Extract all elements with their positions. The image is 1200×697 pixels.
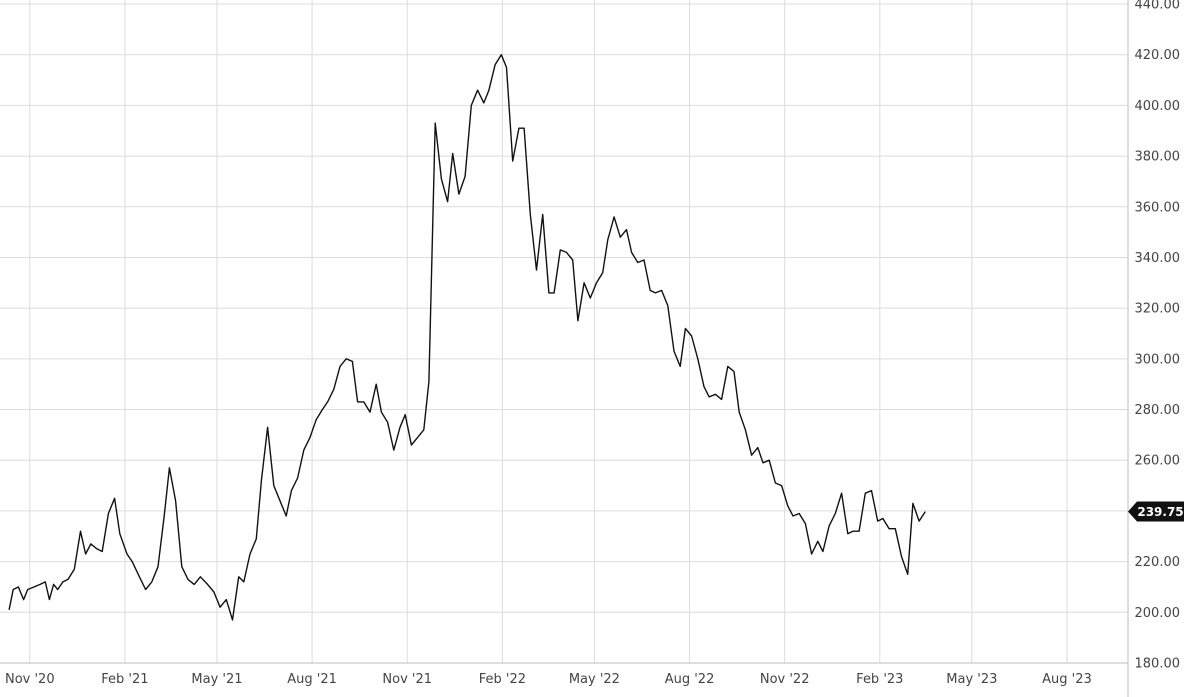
last-price-label: 239.75 [1137, 505, 1183, 519]
x-tick-label: Aug '23 [1042, 672, 1092, 687]
horizontal-gridlines [0, 3, 1128, 664]
last-price-badge-shape [1128, 501, 1184, 522]
x-tick-label: Feb '22 [479, 672, 526, 687]
y-tick-label: 180.00 [1135, 657, 1181, 672]
x-tick-label: May '21 [191, 672, 242, 687]
y-tick-label: 320.00 [1135, 302, 1181, 317]
x-tick-label: Feb '21 [101, 672, 148, 687]
y-tick-label: 380.00 [1135, 150, 1181, 165]
y-axis-tick-labels: 180.00200.00220.00240.00260.00280.00300.… [1135, 0, 1181, 672]
x-tick-label: May '23 [946, 672, 997, 687]
x-tick-label: Nov '21 [382, 672, 432, 687]
x-tick-label: Nov '22 [760, 672, 810, 687]
y-tick-label: 360.00 [1135, 200, 1181, 215]
last-price-badge: 239.75 [1128, 501, 1184, 522]
x-tick-label: May '22 [569, 672, 620, 687]
series-group [8, 54, 926, 621]
y-tick-label: 260.00 [1135, 454, 1181, 469]
y-tick-label: 440.00 [1135, 0, 1181, 13]
x-tick-label: Nov '20 [5, 672, 55, 687]
x-tick-label: Feb '23 [856, 672, 903, 687]
x-axis-tick-labels: Nov '20 Feb '21 May '21 Aug '21 Nov '21 Feb '… [5, 672, 1092, 687]
series-line [8, 54, 926, 621]
y-tick-label: 220.00 [1135, 555, 1181, 570]
x-tick-label: Aug '22 [665, 672, 715, 687]
x-tick-label: Aug '21 [287, 672, 337, 687]
y-tick-label: 340.00 [1135, 251, 1181, 266]
y-tick-label: 400.00 [1135, 99, 1181, 114]
y-tick-label: 200.00 [1135, 606, 1181, 621]
vertical-gridlines [29, 0, 1068, 663]
y-tick-label: 300.00 [1135, 352, 1181, 367]
y-tick-label: 420.00 [1135, 48, 1181, 63]
y-tick-label: 280.00 [1135, 403, 1181, 418]
